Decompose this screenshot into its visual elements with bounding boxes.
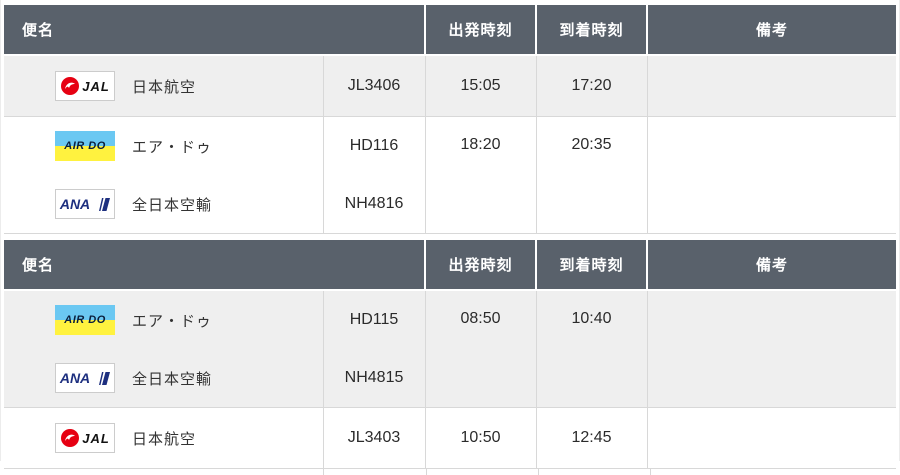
ana-logo-label: ANA bbox=[59, 370, 91, 386]
remarks-cell bbox=[647, 290, 897, 408]
header-row: 便名 出発時刻 到着時刻 備考 bbox=[4, 240, 897, 291]
airdo-logo-label: AIR DO bbox=[64, 140, 106, 152]
arrival-time: 20:35 bbox=[536, 116, 648, 234]
partial-next-row bbox=[4, 469, 896, 475]
departure-time: 15:05 bbox=[425, 55, 537, 117]
airdo-logo-label: AIR DO bbox=[64, 314, 106, 326]
timetable-return: 便名 出発時刻 到着時刻 備考 AIR DO エア・ドゥ bbox=[4, 240, 897, 469]
jal-logo: JAL bbox=[55, 423, 115, 453]
jal-logo: JAL bbox=[55, 71, 115, 101]
partial-airline-cell bbox=[4, 469, 324, 475]
column-header-arrival: 到着時刻 bbox=[535, 240, 648, 291]
flight-number: HD116 bbox=[323, 116, 426, 175]
partial-flightno-cell bbox=[324, 469, 427, 475]
airline-cell: ANA 全日本空輸 bbox=[4, 175, 324, 234]
departure-time: 10:50 bbox=[425, 407, 537, 469]
jal-crane-icon bbox=[61, 429, 80, 447]
ana-logo: ANA bbox=[55, 363, 115, 393]
airdo-logo-yellow-band bbox=[55, 320, 115, 335]
timetable-outbound: 便名 出発時刻 到着時刻 備考 JAL bbox=[4, 5, 897, 234]
arrival-time: 12:45 bbox=[536, 407, 648, 469]
airline-name: 日本航空 bbox=[132, 430, 197, 448]
jal-crane-icon bbox=[61, 77, 80, 95]
header-row: 便名 出発時刻 到着時刻 備考 bbox=[4, 5, 897, 56]
flight-row-hd115: AIR DO エア・ドゥ HD115 08:50 10:40 bbox=[4, 290, 897, 408]
flight-number: NH4815 bbox=[323, 349, 426, 408]
flight-row-jl3406: JAL 日本航空 JL3406 15:05 17:20 bbox=[4, 55, 897, 117]
flight-row-hd116: AIR DO エア・ドゥ HD116 18:20 20:35 bbox=[4, 116, 897, 234]
flight-row-jl3403: JAL 日本航空 JL3403 10:50 12:45 bbox=[4, 407, 897, 469]
ana-wing-icon bbox=[99, 371, 111, 385]
airdo-logo-yellow-band bbox=[55, 146, 115, 161]
flight-number: JL3403 bbox=[323, 407, 426, 469]
remarks-cell bbox=[647, 116, 897, 234]
flight-row-nh4816: ANA 全日本空輸 NH4816 bbox=[4, 175, 896, 234]
departure-time: 18:20 bbox=[425, 116, 537, 234]
airline-name: 全日本空輸 bbox=[132, 370, 213, 388]
ana-logo: ANA bbox=[55, 189, 115, 219]
airdo-logo: AIR DO bbox=[55, 305, 115, 335]
airline-cell: ANA 全日本空輸 bbox=[4, 349, 324, 408]
column-header-arrival: 到着時刻 bbox=[535, 5, 648, 56]
partial-arrival-cell bbox=[539, 469, 651, 475]
airline-cell: JAL 日本航空 bbox=[4, 407, 324, 469]
remarks-cell bbox=[647, 55, 897, 117]
flight-number: JL3406 bbox=[323, 55, 426, 117]
airline-name: エア・ドゥ bbox=[132, 312, 213, 330]
jal-logo-label: JAL bbox=[82, 78, 110, 94]
flight-number: NH4816 bbox=[323, 175, 426, 234]
airline-name: 日本航空 bbox=[132, 78, 197, 96]
partial-remarks-cell bbox=[651, 469, 896, 475]
remarks-cell bbox=[647, 407, 897, 469]
airline-name: エア・ドゥ bbox=[132, 138, 213, 156]
ana-logo-label: ANA bbox=[59, 196, 91, 212]
column-header-flight-name: 便名 bbox=[4, 240, 426, 291]
jal-logo-label: JAL bbox=[82, 430, 110, 446]
column-header-departure: 出発時刻 bbox=[424, 240, 537, 291]
airdo-logo-blue-band bbox=[55, 131, 115, 146]
airline-cell: JAL 日本航空 bbox=[4, 55, 324, 117]
flight-row-nh4815: ANA 全日本空輸 NH4815 bbox=[4, 349, 896, 408]
arrival-time: 17:20 bbox=[536, 55, 648, 117]
airdo-logo: AIR DO bbox=[55, 131, 115, 161]
column-header-remarks: 備考 bbox=[646, 5, 897, 56]
partial-departure-cell bbox=[427, 469, 539, 475]
airline-cell: AIR DO エア・ドゥ bbox=[4, 116, 324, 175]
column-header-departure: 出発時刻 bbox=[424, 5, 537, 56]
airline-cell: AIR DO エア・ドゥ bbox=[4, 290, 324, 349]
column-header-remarks: 備考 bbox=[646, 240, 897, 291]
airline-name: 全日本空輸 bbox=[132, 196, 213, 214]
departure-time: 08:50 bbox=[425, 290, 537, 408]
airdo-logo-blue-band bbox=[55, 305, 115, 320]
ana-wing-icon bbox=[99, 197, 111, 211]
arrival-time: 10:40 bbox=[536, 290, 648, 408]
flight-number: HD115 bbox=[323, 290, 426, 349]
column-header-flight-name: 便名 bbox=[4, 5, 426, 56]
